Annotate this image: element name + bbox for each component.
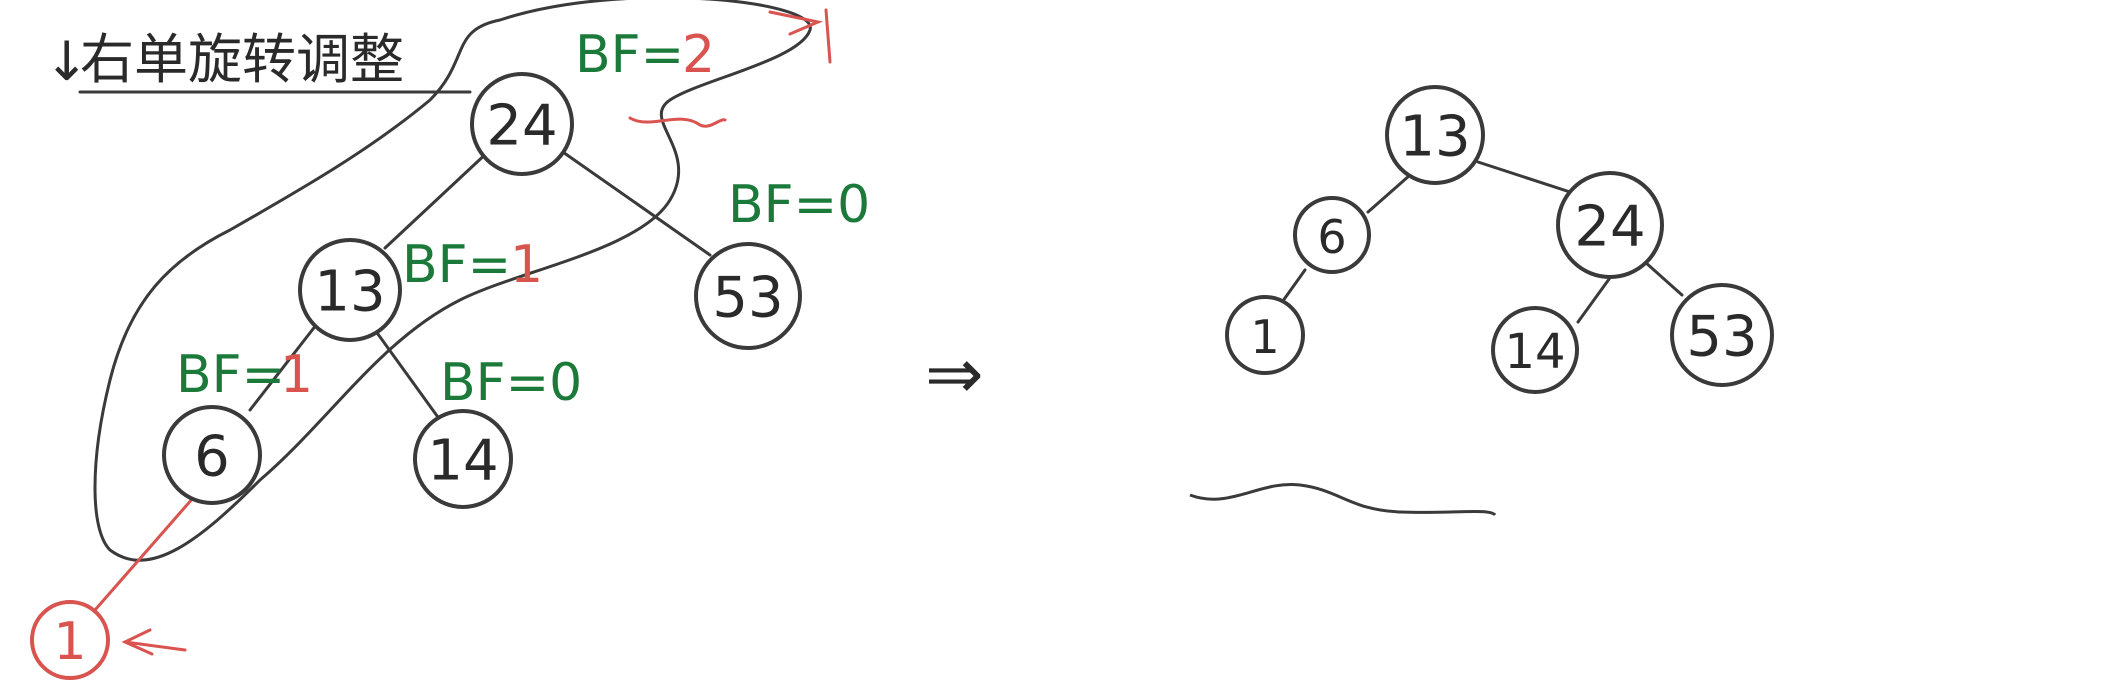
- right-node-53-label: 53: [1686, 305, 1757, 370]
- red-squiggle: [628, 116, 727, 128]
- edge-13-6: [248, 318, 322, 412]
- bf-24: BF=: [575, 25, 684, 85]
- left-node-24-label: 24: [486, 94, 557, 159]
- left-node-6-label: 6: [194, 425, 230, 490]
- right-node-24-label: 24: [1574, 195, 1645, 260]
- title-arrow-mark: ↓: [44, 30, 89, 93]
- left-node-1: 1: [30, 600, 110, 680]
- edge-6-1: [93, 488, 202, 612]
- subtree-outline: [93, 0, 812, 562]
- red-tick-top: [824, 8, 832, 64]
- left-node-13: 13: [298, 238, 402, 342]
- diagram-title: 右单旋转调整: [80, 28, 404, 91]
- right-node-6-label: 6: [1317, 210, 1346, 264]
- right-node-6: 6: [1293, 196, 1371, 274]
- edge-r-13-24: [1476, 160, 1572, 194]
- left-node-24: 24: [470, 72, 574, 176]
- left-node-53: 53: [694, 242, 802, 350]
- left-node-53-label: 53: [712, 266, 783, 331]
- bf-24-value: 2: [682, 25, 715, 85]
- transform-arrow: ⇒: [925, 333, 984, 415]
- edge-r-24-14: [1576, 273, 1614, 324]
- edge-r-24-53: [1643, 260, 1684, 297]
- left-node-14: 14: [413, 409, 513, 509]
- bf-6: BF=: [176, 345, 285, 405]
- right-node-14: 14: [1491, 306, 1579, 394]
- left-node-1-label: 1: [53, 612, 86, 672]
- right-node-13: 13: [1385, 85, 1485, 185]
- bf-14: BF=0: [440, 353, 582, 413]
- left-node-14-label: 14: [427, 429, 498, 494]
- edge-24-53: [558, 148, 712, 257]
- red-arrow-new-node-shaft: [123, 640, 187, 652]
- right-node-24: 24: [1556, 171, 1664, 279]
- red-arrow-top: [768, 10, 823, 36]
- right-node-1-label: 1: [1250, 310, 1279, 364]
- left-node-13-label: 13: [314, 260, 385, 325]
- bf-53: BF=0: [728, 175, 870, 235]
- right-node-14-label: 14: [1504, 324, 1565, 380]
- right-node-53: 53: [1670, 283, 1774, 387]
- edge-13-14: [373, 328, 442, 422]
- bf-13: BF=: [402, 235, 511, 295]
- edge-r-6-1: [1278, 268, 1307, 307]
- bf-13-value: 1: [510, 235, 543, 295]
- right-node-13-label: 13: [1399, 105, 1470, 170]
- edge-r-13-6: [1366, 173, 1412, 214]
- edge-24-13: [383, 148, 492, 250]
- left-node-6: 6: [162, 405, 262, 505]
- bf-6-value: 1: [280, 345, 313, 405]
- squiggle-stroke: [1189, 482, 1497, 517]
- right-node-1: 1: [1225, 295, 1305, 375]
